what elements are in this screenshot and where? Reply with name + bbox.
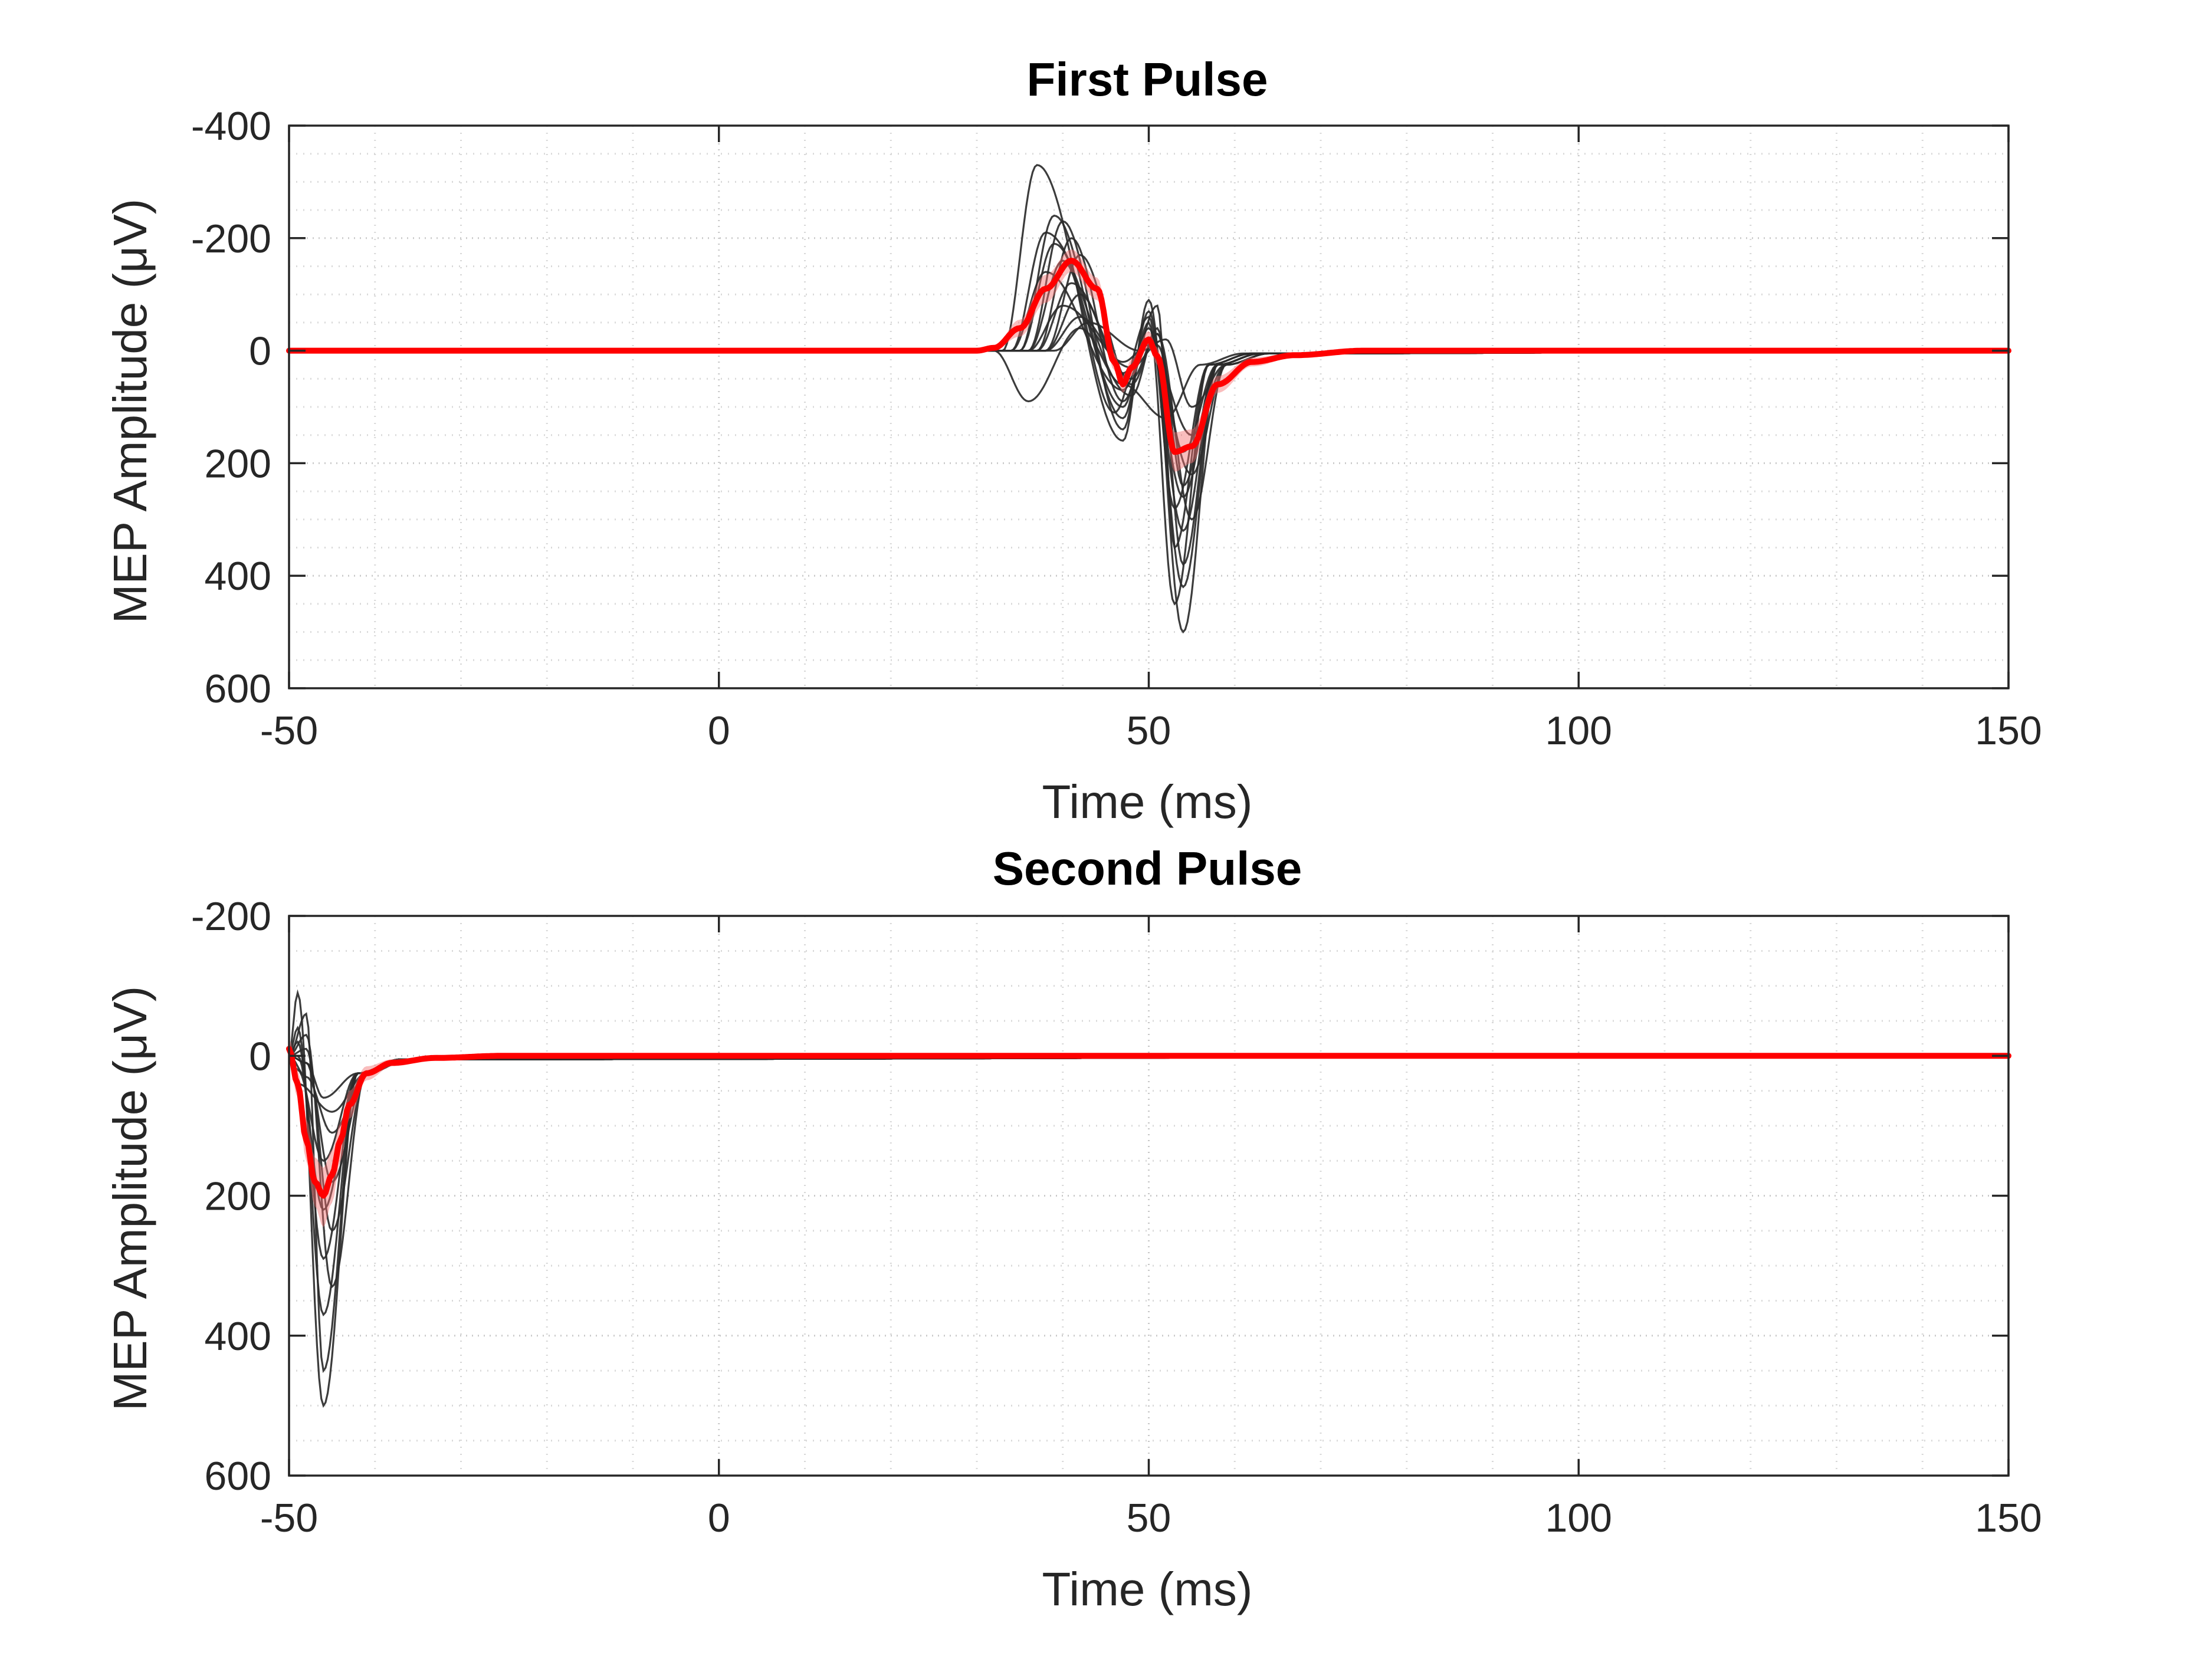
mean-confidence-band <box>289 1038 2008 1227</box>
y-tick-label: 600 <box>205 666 271 711</box>
x-tick-label: -50 <box>260 708 318 753</box>
y-tick-label: 0 <box>249 329 271 374</box>
trial-trace <box>289 220 2008 589</box>
x-axis-label: Time (ms) <box>1042 776 1253 828</box>
mean-trace <box>286 258 2011 455</box>
trial-traces <box>289 164 2008 634</box>
trial-trace <box>289 282 2008 487</box>
grid <box>289 916 2008 1476</box>
y-axis-label: MEP Amplitude (μV) <box>104 199 156 623</box>
x-tick-label: 0 <box>708 1496 730 1540</box>
y-axis-label: MEP Amplitude (μV) <box>104 986 156 1411</box>
y-tick-label: 200 <box>205 1174 271 1219</box>
x-tick-label: 100 <box>1545 1496 1612 1540</box>
y-tick-label: 0 <box>249 1034 271 1079</box>
x-tick-label: 0 <box>708 708 730 753</box>
trial-trace <box>288 1054 2008 1162</box>
chart-title: Second Pulse <box>993 842 1302 895</box>
x-tick-label: 50 <box>1127 1496 1171 1540</box>
x-tick-label: 100 <box>1545 708 1612 753</box>
trial-trace <box>289 164 2008 634</box>
y-tick-label: 600 <box>205 1454 271 1499</box>
mean-trace <box>286 1046 2011 1199</box>
y-tick-label: 200 <box>205 441 271 486</box>
plot-frame <box>288 915 2010 1477</box>
y-tick-label: 400 <box>205 1314 271 1359</box>
y-tick-label: -400 <box>191 104 271 149</box>
trial-trace <box>289 271 2008 498</box>
axis-ticks: -50 0 50 100 150 -400 -200 0 200 400 600 <box>191 104 2042 753</box>
x-tick-label: 50 <box>1127 708 1171 753</box>
axis-ticks: -50 0 50 100 150 -200 0 200 400 600 <box>191 894 2042 1540</box>
x-tick-label: 150 <box>1975 1496 2042 1540</box>
chart-title: First Pulse <box>1026 53 1268 106</box>
y-tick-label: -200 <box>191 894 271 939</box>
trial-trace <box>288 1054 2008 1183</box>
x-tick-label: 150 <box>1975 708 2042 753</box>
y-tick-label: 400 <box>205 554 271 599</box>
x-axis-label: Time (ms) <box>1042 1563 1253 1615</box>
trial-trace <box>288 1054 2008 1099</box>
second-pulse-panel: Second Pulse -50 0 50 100 150-2000200400600 … <box>104 842 2042 1615</box>
first-pulse-panel: First Pulse -50 0 50 100 150 -400 -200 0 200 400 6… <box>104 53 2042 828</box>
y-tick-label: -200 <box>191 216 271 261</box>
x-tick-label: -50 <box>260 1496 318 1540</box>
